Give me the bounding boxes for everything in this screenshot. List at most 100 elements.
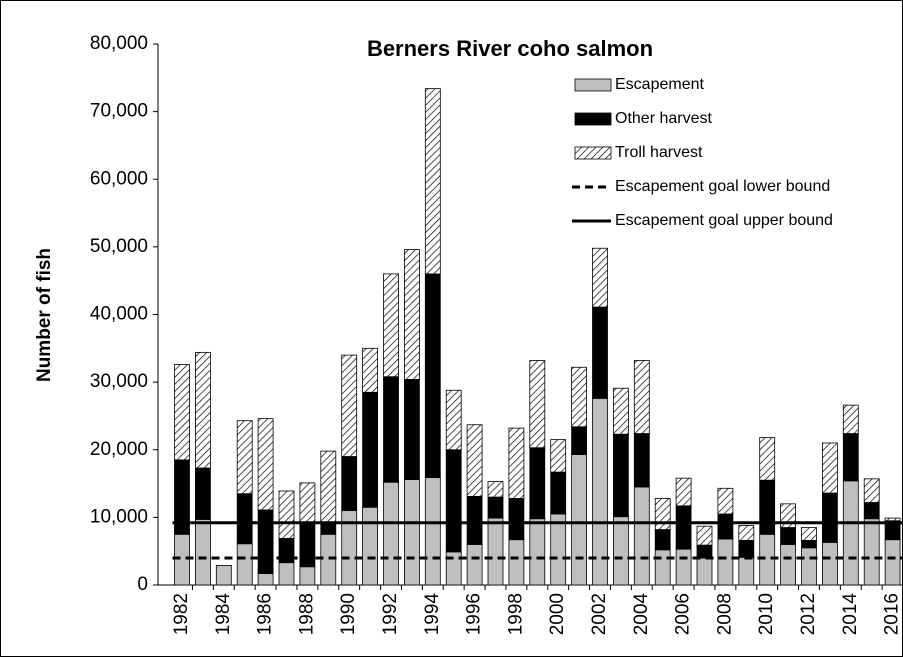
y-tick-label: 70,000 (90, 101, 148, 122)
bar-segment (592, 247, 608, 308)
bar-segment (613, 433, 629, 518)
legend-label: Escapement goal lower bound (615, 178, 830, 195)
bar-segment (842, 480, 859, 586)
bar-segment (508, 498, 525, 541)
x-tick-label: 1994 (422, 593, 443, 636)
bar-segment (320, 450, 337, 523)
bar-segment (257, 418, 274, 511)
bar-segment (466, 424, 483, 497)
bar-segment (654, 529, 671, 551)
bar-segment (215, 564, 232, 586)
bar-segment (613, 516, 629, 586)
x-tick-label: 2012 (798, 593, 819, 635)
bar-segment (738, 525, 755, 541)
bar-segment (654, 498, 671, 530)
bar-segment (403, 379, 420, 480)
x-tick-label: 1992 (380, 593, 401, 635)
bar-segment (696, 525, 713, 546)
bar-segment (863, 478, 880, 503)
bar-segment (445, 449, 462, 553)
bar-segment (717, 487, 734, 515)
bar-segment (278, 562, 295, 586)
bar-segment (194, 467, 211, 520)
bar-segment (466, 544, 483, 586)
bar-segment (236, 493, 253, 545)
y-tick-label: 30,000 (90, 371, 148, 392)
x-tick-label: 2002 (589, 593, 610, 635)
bar-segment (571, 454, 587, 586)
bar-segment (529, 447, 546, 520)
legend-label: Escapement (615, 76, 704, 93)
bar-segment (236, 420, 253, 495)
bar-segment (801, 527, 817, 541)
bar-segment (424, 273, 441, 478)
legend-swatch (574, 146, 612, 160)
bar-segment (529, 518, 546, 586)
y-tick-label: 60,000 (90, 168, 148, 189)
bar-segment (529, 360, 546, 449)
x-tick-label: 1984 (213, 593, 234, 636)
bar-segment (842, 404, 859, 434)
bar-segment (738, 556, 755, 586)
bar-segment (780, 544, 796, 586)
y-tick-label: 0 (137, 574, 148, 595)
bar-segment (863, 502, 880, 520)
y-tick-label: 40,000 (90, 304, 148, 325)
bar-segment (717, 538, 734, 586)
bar-segment (780, 527, 796, 545)
x-tick-label: 2008 (714, 593, 735, 635)
bar-segment (801, 547, 817, 586)
bar-segment (822, 541, 838, 586)
bar-segment (403, 249, 420, 380)
bar-segment (424, 88, 441, 275)
bar-segment (362, 347, 379, 393)
bar-segment (696, 544, 713, 559)
bar-segment (759, 479, 776, 535)
bar-segment (592, 306, 608, 399)
bar-segment (633, 360, 650, 434)
bar-segment (445, 389, 462, 451)
y-tick-label: 20,000 (90, 439, 148, 460)
bar-segment (884, 539, 901, 586)
bar-segment (299, 482, 316, 523)
bar-segment (383, 481, 399, 586)
bar-segment (675, 477, 692, 507)
bar-segment (299, 566, 316, 586)
x-tick-label: 2004 (631, 593, 652, 636)
bar-segment (863, 518, 880, 586)
bar-segment (842, 433, 859, 482)
bar-segment (696, 557, 713, 586)
bar-segment (633, 433, 650, 488)
bar-segment (383, 273, 399, 378)
bar-segment (822, 442, 838, 494)
y-axis-label: Number of fish (34, 248, 55, 382)
y-tick-label: 50,000 (90, 236, 148, 257)
bar-segment (403, 479, 420, 586)
bar-segment (633, 486, 650, 586)
bar-segment (257, 509, 274, 574)
bar-segment (508, 539, 525, 586)
bar-segment (362, 506, 379, 586)
bar-segment (759, 533, 776, 586)
bar-segment (362, 391, 379, 508)
x-tick-label: 2010 (756, 593, 777, 635)
x-tick-label: 2014 (840, 593, 861, 636)
bar-segment (613, 387, 629, 435)
bar-segment (550, 471, 567, 515)
bar-segment (487, 496, 504, 519)
legend-swatch (574, 78, 612, 92)
bar-segment (884, 517, 901, 522)
x-tick-label: 1996 (464, 593, 485, 635)
bar-segment (675, 548, 692, 586)
bar-segment (759, 437, 776, 481)
bar-segment (508, 427, 525, 499)
bar-segment (571, 426, 587, 455)
bar-segment (383, 376, 399, 483)
bar-segment (487, 481, 504, 498)
x-tick-label: 1988 (296, 593, 317, 635)
bar-segment (236, 543, 253, 586)
bar-segment (654, 549, 671, 586)
bar-segment (194, 519, 211, 586)
bar-segment (550, 513, 567, 586)
